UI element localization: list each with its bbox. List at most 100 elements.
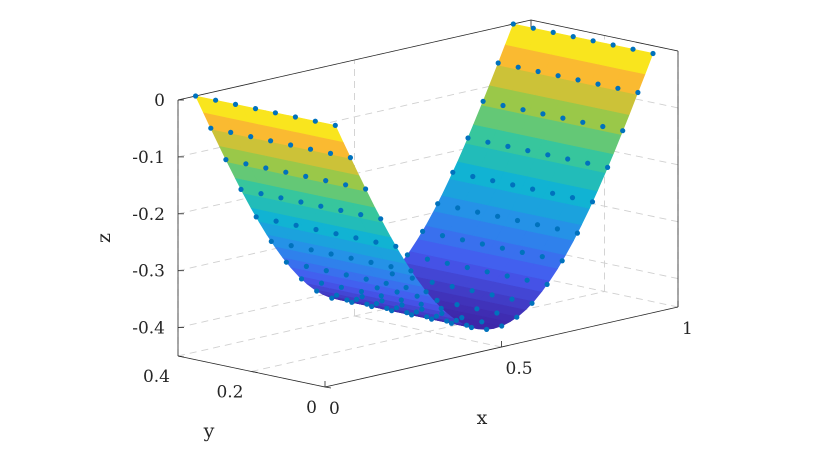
x-tick-label: 0.5 <box>506 359 533 379</box>
data-point <box>363 186 369 192</box>
y-tick-mark <box>177 355 185 358</box>
data-point <box>544 281 550 287</box>
data-point <box>403 284 409 291</box>
data-point <box>393 305 400 311</box>
data-point <box>420 228 426 234</box>
data-point <box>559 258 565 264</box>
data-point <box>530 25 536 31</box>
data-point <box>550 29 556 35</box>
data-point <box>510 21 516 27</box>
z-tick-label: -0.4 <box>132 319 165 339</box>
data-point <box>600 123 606 130</box>
data-point <box>574 230 581 236</box>
data-point <box>520 107 526 113</box>
data-point <box>384 305 390 311</box>
data-point <box>268 138 274 144</box>
data-point <box>414 293 420 299</box>
data-point <box>223 157 229 163</box>
data-point <box>504 273 510 279</box>
y-tick-label: 0 <box>306 398 317 418</box>
data-point <box>344 297 350 303</box>
data-point <box>490 178 496 184</box>
data-point <box>419 306 425 312</box>
data-point <box>418 301 424 307</box>
data-point <box>444 318 450 324</box>
data-point <box>332 122 338 128</box>
axis-box-edge <box>530 19 679 52</box>
data-point <box>303 173 309 179</box>
data-point <box>338 284 344 290</box>
data-point <box>272 110 278 116</box>
data-point <box>464 322 470 328</box>
axis-box-edge <box>177 19 532 101</box>
data-point <box>363 276 369 282</box>
data-point <box>252 106 259 112</box>
data-point <box>404 310 410 316</box>
data-point <box>232 101 239 107</box>
y-tick-label: 0.2 <box>216 383 243 403</box>
y-tick-label: 0.4 <box>143 367 170 387</box>
data-point <box>589 199 596 205</box>
data-point <box>495 213 501 219</box>
data-point <box>364 301 370 307</box>
data-point <box>485 139 491 145</box>
data-point <box>514 314 520 320</box>
data-point <box>484 269 490 275</box>
data-point <box>630 46 636 52</box>
data-point <box>268 238 274 244</box>
data-point <box>388 264 394 270</box>
z-tick-label: -0.3 <box>132 262 165 282</box>
data-point <box>534 222 541 228</box>
data-point <box>505 143 511 149</box>
data-point <box>519 249 525 255</box>
data-point <box>509 296 515 302</box>
y-tick-mark <box>324 386 332 389</box>
data-point <box>253 214 259 220</box>
data-point <box>454 302 460 308</box>
data-point <box>394 289 400 295</box>
data-point <box>358 288 364 295</box>
data-point <box>449 283 455 290</box>
data-point <box>379 298 385 304</box>
data-point <box>429 316 435 322</box>
data-point <box>524 277 530 283</box>
data-point <box>535 68 541 75</box>
x-axis-label: x <box>477 407 488 429</box>
data-point <box>489 292 495 298</box>
data-point <box>283 169 289 175</box>
data-point <box>494 310 500 316</box>
data-point <box>288 243 294 249</box>
data-point <box>389 308 395 314</box>
data-point <box>479 241 485 247</box>
points-layer <box>193 21 656 332</box>
data-point <box>529 300 535 306</box>
data-point <box>343 182 349 188</box>
data-point <box>312 118 318 124</box>
data-point <box>539 254 545 260</box>
data-point <box>393 243 399 249</box>
data-point <box>318 203 324 209</box>
data-point <box>585 160 591 166</box>
data-point <box>404 252 410 258</box>
data-point <box>374 285 380 291</box>
data-point <box>448 320 455 326</box>
data-point <box>409 312 415 318</box>
data-point <box>323 268 329 274</box>
data-point <box>469 288 475 294</box>
data-point <box>378 293 384 299</box>
grid-line-y-floor <box>251 291 605 372</box>
data-point <box>333 231 339 237</box>
data-point <box>635 89 641 96</box>
data-point <box>238 186 244 192</box>
surface-patch <box>621 48 654 75</box>
data-point <box>495 60 501 66</box>
data-point <box>470 173 476 180</box>
data-point <box>620 128 626 134</box>
data-point <box>459 237 466 243</box>
data-point <box>359 294 365 300</box>
data-point <box>465 135 471 141</box>
data-point <box>369 303 375 310</box>
data-point <box>348 255 354 261</box>
data-point <box>314 288 320 294</box>
